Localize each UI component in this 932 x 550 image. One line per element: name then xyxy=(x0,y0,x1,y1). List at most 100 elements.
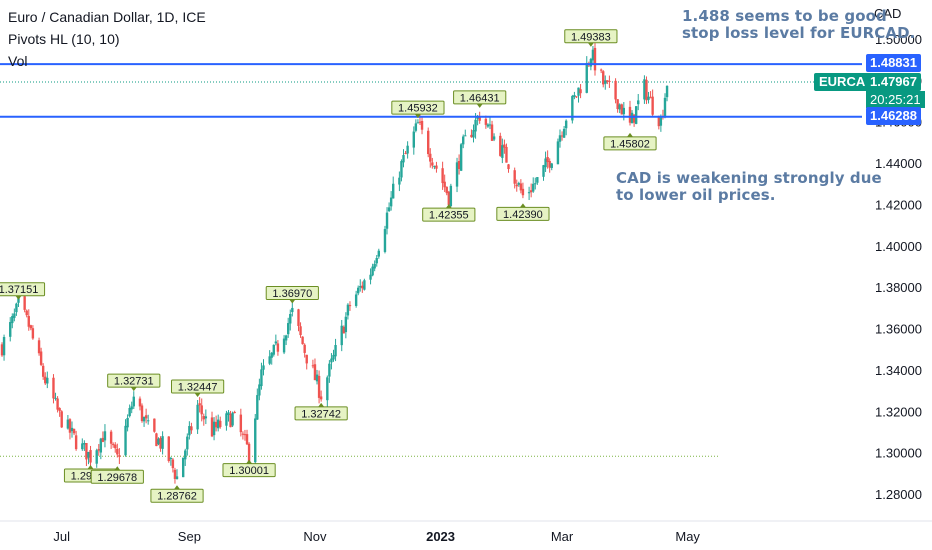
candle-body xyxy=(95,450,98,464)
pivot-pointer xyxy=(114,466,121,471)
candle-body xyxy=(272,344,275,355)
candle-body xyxy=(647,96,650,100)
cad-annotation[interactable]: CAD is weakening strongly due to lower o… xyxy=(616,170,882,204)
candle-body xyxy=(103,431,107,441)
pivot-label-box[interactable] xyxy=(171,379,225,394)
candle-body xyxy=(616,99,619,110)
candle-body xyxy=(72,428,76,434)
candle-body xyxy=(387,207,391,212)
candle-body xyxy=(305,354,308,364)
candle-body xyxy=(659,117,663,126)
indicator-label[interactable]: Pivots HL (10, 10) xyxy=(8,31,120,47)
candle-body xyxy=(602,71,605,85)
candle-body xyxy=(181,457,185,478)
candle-body xyxy=(546,157,549,163)
candle-body xyxy=(433,166,436,168)
candle-body xyxy=(499,135,502,156)
candle-body xyxy=(87,451,90,458)
pivot-label-box[interactable] xyxy=(265,285,319,300)
y-tick-label: 1.42000 xyxy=(875,197,922,212)
candle-body xyxy=(402,155,405,163)
candle-body xyxy=(457,161,461,169)
candle-body xyxy=(171,459,175,469)
candle-body xyxy=(247,443,251,462)
pivot-label-box[interactable] xyxy=(0,282,46,297)
pivot-label-box[interactable] xyxy=(90,469,144,484)
candle-body xyxy=(389,197,393,207)
candle-body xyxy=(114,444,117,449)
x-tick-label: Sep xyxy=(178,529,201,544)
y-tick-label: 1.32000 xyxy=(875,404,922,419)
volume-label[interactable]: Vol xyxy=(8,53,28,69)
pivot-pointer xyxy=(626,132,633,137)
pivot-pointer xyxy=(445,204,452,209)
candle-body xyxy=(274,341,278,344)
candle-body xyxy=(354,294,358,306)
candle-body xyxy=(599,69,603,71)
candle-body xyxy=(593,47,597,71)
pivot-pointer xyxy=(87,465,94,470)
candle-body xyxy=(126,417,129,428)
bar-countdown-tag: 20:25:21 xyxy=(866,91,925,108)
pivot-label: 1.45932 xyxy=(398,103,438,115)
candle-body xyxy=(562,128,566,138)
stop-loss-annotation[interactable]: 1.488 seems to be good stop loss level f… xyxy=(682,8,915,42)
candle-body xyxy=(144,415,148,419)
pivot-label-box[interactable] xyxy=(564,29,618,44)
candle-body xyxy=(398,177,401,185)
candle-body xyxy=(303,344,306,353)
cad-annotation-line2: to lower oil prices. xyxy=(616,186,776,204)
candle-body xyxy=(536,177,539,183)
candle-body xyxy=(56,398,59,410)
candle-body xyxy=(173,469,177,479)
y-tick-label: 1.30000 xyxy=(875,446,922,461)
candle-body xyxy=(241,433,245,435)
candle-body xyxy=(330,358,333,363)
y-tick-label: 1.44000 xyxy=(875,156,922,171)
candle-body xyxy=(301,336,304,345)
candle-body xyxy=(575,96,578,98)
candle-body xyxy=(284,335,288,341)
candle-body xyxy=(591,49,595,61)
pivot-label-box[interactable] xyxy=(496,206,550,221)
candle-body xyxy=(169,457,173,460)
candle-body xyxy=(210,417,214,437)
candle-body xyxy=(29,325,33,329)
candle-body xyxy=(420,120,424,130)
candle-body xyxy=(204,416,208,419)
candle-body xyxy=(534,183,537,185)
candle-body xyxy=(560,135,564,137)
pivot-label-box[interactable] xyxy=(222,463,276,478)
pivot-label: 1.32742 xyxy=(301,408,341,420)
candle-body xyxy=(363,280,366,290)
candle-body xyxy=(515,184,518,187)
candle-body xyxy=(492,136,496,140)
candle-body xyxy=(414,123,418,131)
candle-body xyxy=(27,316,30,327)
candle-body xyxy=(459,144,463,171)
pivot-label-box[interactable] xyxy=(294,406,348,421)
pivot-label-box[interactable] xyxy=(453,90,507,105)
candle-body xyxy=(577,87,580,96)
candle-body xyxy=(239,414,243,433)
candle-body xyxy=(634,106,638,124)
candle-body xyxy=(375,257,378,264)
pivot-label-box[interactable] xyxy=(150,488,204,503)
candle-body xyxy=(202,416,205,420)
candle-body xyxy=(645,79,648,101)
pivot-label-box[interactable] xyxy=(422,207,476,222)
candle-body xyxy=(427,130,430,155)
pivot-label-box[interactable] xyxy=(603,136,657,151)
pivot-label-box[interactable] xyxy=(107,373,161,388)
pivot-label-box[interactable] xyxy=(391,100,445,115)
candle-body xyxy=(212,421,216,436)
candle-body xyxy=(124,425,127,456)
candle-body xyxy=(564,120,568,129)
candle-body xyxy=(118,455,121,457)
symbol-title[interactable]: Euro / Canadian Dollar, 1D, ICE xyxy=(8,9,206,25)
candle-body xyxy=(254,418,257,463)
candle-body xyxy=(614,80,617,100)
candle-body xyxy=(311,365,315,367)
candle-body xyxy=(286,323,290,335)
